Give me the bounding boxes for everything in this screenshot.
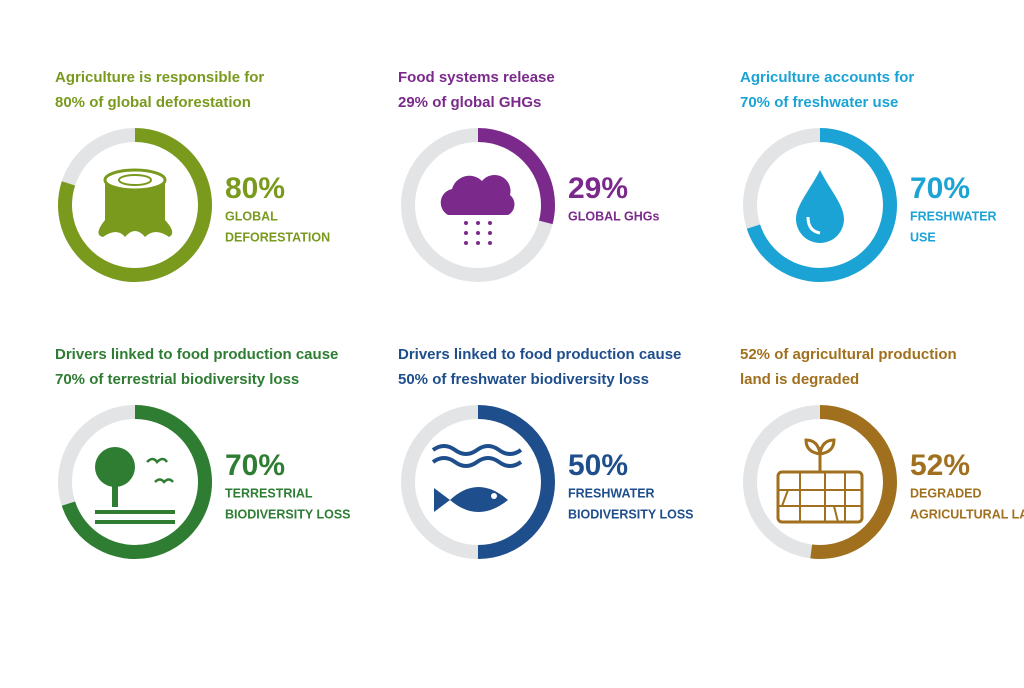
caption: TERRESTRIAL [225,486,313,500]
panel-title: 52% of agricultural production [740,346,957,363]
icon [491,493,497,499]
value-label: 70% [910,172,970,205]
icon [464,231,468,235]
panel-title: 70% of terrestrial biodiversity loss [55,371,299,388]
caption: BIODIVERSITY LOSS [568,507,694,521]
caption: GLOBAL [225,209,278,223]
icon [476,231,480,235]
icon [431,444,523,456]
icon [146,457,174,484]
panel-title: Agriculture is responsible for [55,69,264,86]
donut-arc [477,128,555,225]
icon [476,221,480,225]
icon [488,221,492,225]
panel-title: 80% of global deforestation [55,94,251,111]
icon [103,168,167,192]
donut-arc [477,405,555,559]
icon [488,231,492,235]
panel: Agriculture is responsible for 80% of glo… [55,69,330,282]
donut-arc [746,128,897,282]
icon [98,180,173,237]
caption: GLOBAL GHGs [568,209,659,223]
value-label: 80% [225,172,285,205]
icon [488,241,492,245]
panel-title: land is degraded [740,371,859,388]
icon [464,241,468,245]
icon [95,510,175,514]
caption: USE [910,230,936,244]
icon [431,456,523,468]
panel: 52% of agricultural production land is de… [740,346,1024,559]
icon [95,520,175,524]
donut-arc [58,128,212,282]
donut-arc [61,405,212,559]
panel: Food systems release 29% of global GHGs 29… [398,69,659,282]
panel-title: 70% of freshwater use [740,94,898,111]
icon [95,447,135,487]
panel-title: 29% of global GHGs [398,94,541,111]
icon [804,438,836,472]
value-label: 70% [225,449,285,482]
caption: DEFORESTATION [225,230,330,244]
panel-title: Food systems release [398,69,555,86]
panel-title: Drivers linked to food production cause [398,346,681,363]
panel: Agriculture accounts for 70% of freshwate… [740,69,997,282]
icon [778,472,862,523]
icon [806,216,821,235]
panel: Drivers linked to food production cause 7… [55,346,351,559]
value-label: 50% [568,449,628,482]
value-label: 29% [568,172,628,205]
caption: DEGRADED [910,486,982,500]
caption: FRESHWATER [910,209,997,223]
caption: AGRICULTURAL LAND [910,507,1024,521]
icon [112,482,118,507]
value-label: 52% [910,449,970,482]
panel: Drivers linked to food production cause 5… [398,346,694,559]
icon [476,241,480,245]
icon [440,174,515,215]
icon [434,487,508,512]
donut-arc [810,405,897,559]
panel-title: 50% of freshwater biodiversity loss [398,371,649,388]
caption: BIODIVERSITY LOSS [225,507,351,521]
panel-title: Drivers linked to food production cause [55,346,338,363]
icon [118,174,152,186]
caption: FRESHWATER [568,486,655,500]
icon [776,470,864,524]
panel-title: Agriculture accounts for [740,69,914,86]
icon [464,221,468,225]
